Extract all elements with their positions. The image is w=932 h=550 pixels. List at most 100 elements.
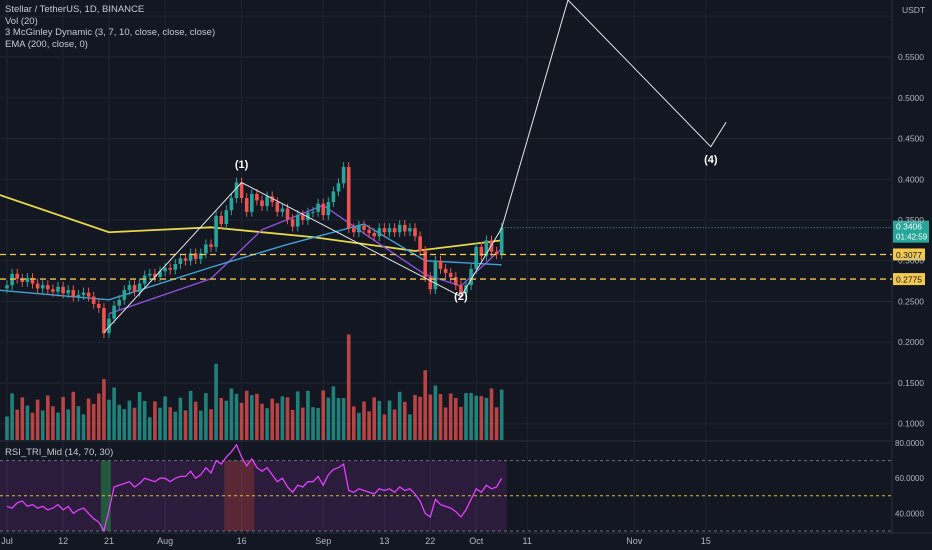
candle-body	[173, 264, 178, 270]
volume-bar	[418, 396, 422, 440]
candle-body	[270, 196, 274, 203]
candle-body	[20, 278, 25, 282]
volume-indicator-label[interactable]: Vol (20)	[5, 15, 38, 27]
candle-body	[224, 210, 229, 225]
volume-bar	[341, 398, 346, 440]
candle-body	[352, 228, 356, 233]
time-tick-label: Jul	[1, 536, 13, 546]
candle-body	[250, 193, 254, 212]
volume-bar	[403, 401, 407, 440]
volume-bar	[25, 405, 30, 440]
candle-body	[474, 246, 478, 269]
volume-bar	[219, 398, 223, 440]
candle-body	[479, 246, 484, 256]
candle-body	[403, 224, 407, 232]
candle-body	[56, 286, 60, 292]
volume-bar	[311, 407, 315, 440]
time-tick-label: Oct	[469, 536, 484, 546]
volume-bar	[163, 396, 167, 440]
volume-bar	[137, 392, 142, 440]
volume-bar	[122, 409, 127, 440]
candle-body	[321, 203, 325, 216]
time-tick-label: 22	[425, 536, 435, 546]
candle-body	[290, 219, 295, 227]
candle-body	[454, 277, 458, 286]
candle-body	[183, 258, 188, 261]
volume-bar	[469, 393, 473, 440]
candle-body	[443, 268, 448, 273]
volume-bar	[229, 388, 234, 440]
candle-body	[178, 258, 183, 264]
volume-bar	[214, 363, 218, 440]
rsi-tick-label: 80.0000	[895, 439, 924, 448]
candle-body	[244, 198, 249, 212]
candle-body	[97, 303, 101, 308]
last-price-tag	[893, 220, 929, 243]
mcginley-fast-path	[108, 204, 503, 315]
candle-body	[397, 224, 402, 233]
volume-bar	[132, 407, 137, 440]
candle-body	[377, 228, 382, 237]
candle-body	[127, 285, 132, 291]
rsi-pane	[0, 443, 892, 533]
time-tick-label: 11	[523, 536, 532, 546]
volume-bar	[51, 406, 55, 440]
candle-body	[214, 215, 218, 247]
volume-bar	[148, 417, 152, 440]
price-axis[interactable]: USDT 0.1000 0.1500 0.2000 0.2500 0.3000 0.3500…	[895, 5, 925, 518]
volume-bar	[178, 397, 183, 440]
volume-bar	[499, 389, 504, 440]
volume-bar	[193, 401, 198, 440]
candle-body	[362, 225, 366, 230]
rsi-tick-label: 40.0000	[895, 509, 924, 518]
candle-body	[326, 202, 331, 216]
candle-body	[158, 271, 162, 278]
volume-bar	[306, 390, 310, 440]
projection-path	[103, 0, 727, 333]
time-axis[interactable]: Jul 12 21 Aug 16 Sep 13 22 Oct 11 Nov 15	[1, 536, 710, 546]
volume-bar	[413, 395, 417, 440]
time-tick-label: 12	[58, 536, 68, 546]
volume-bar	[443, 407, 448, 440]
volume-bar	[295, 391, 300, 440]
candle-body	[188, 253, 193, 261]
volume-bar	[285, 397, 290, 440]
volume-bar	[5, 416, 9, 440]
volume-bar	[280, 396, 285, 440]
candle-body	[204, 244, 208, 254]
price-tick-label: 0.2000	[898, 337, 924, 347]
volume-bar	[107, 399, 111, 440]
candle-body	[265, 196, 269, 207]
candle-body	[260, 200, 264, 207]
level-tag-label: 0.3077	[896, 250, 922, 260]
level-tag	[893, 273, 925, 286]
price-tick-label: 0.3500	[898, 215, 924, 225]
volume-bar	[260, 403, 264, 440]
candle-body	[295, 215, 300, 227]
candle-body	[255, 193, 259, 201]
candle-body	[30, 277, 35, 284]
mcginley-indicator-label[interactable]: 3 McGinley Dynamic (3, 7, 10, close, clo…	[5, 27, 216, 38]
candle-body	[499, 227, 504, 255]
rsi-indicator-label[interactable]: RSI_TRI_Mid (14, 70, 30)	[5, 447, 114, 458]
candle-body	[280, 208, 285, 212]
candle-body	[469, 268, 473, 286]
candle-body	[81, 292, 86, 295]
countdown-label: 01:42:59	[896, 233, 928, 242]
volume-bar	[331, 386, 336, 440]
ema-200-line	[0, 194, 502, 252]
candle-body	[331, 191, 336, 203]
volume-bar	[168, 407, 172, 440]
last-price-label: 0.3406	[896, 222, 922, 232]
price-tick-label: 0.1000	[898, 419, 924, 429]
candle-body	[239, 182, 244, 198]
candle-body	[107, 318, 111, 334]
ema-indicator-label[interactable]: EMA (200, close, 0)	[5, 38, 88, 50]
rsi-line	[6, 443, 503, 533]
volume-bar	[454, 398, 458, 440]
volume-bar	[346, 334, 351, 440]
volume-bar	[234, 393, 239, 440]
volume-bar	[372, 397, 376, 440]
